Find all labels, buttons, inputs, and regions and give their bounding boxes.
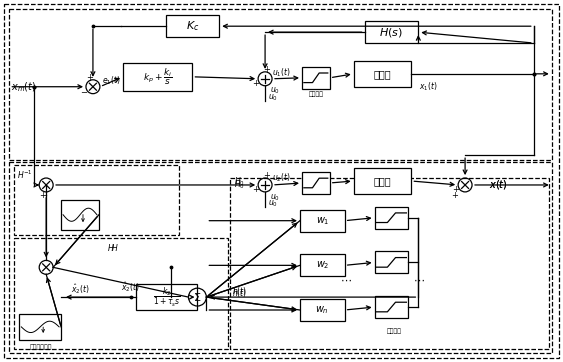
Bar: [374, 207, 408, 229]
Text: $H(s)$: $H(s)$: [379, 26, 404, 39]
Bar: [354, 61, 412, 87]
Text: $u_1(t)$: $u_1(t)$: [272, 67, 291, 79]
Text: $u_0$: $u_0$: [268, 199, 278, 209]
Text: $h(t)$: $h(t)$: [233, 285, 247, 297]
Bar: [365, 21, 418, 43]
Text: $k_p+\dfrac{k_i}{s}$: $k_p+\dfrac{k_i}{s}$: [143, 67, 172, 87]
Text: $+$: $+$: [452, 184, 460, 194]
Text: $x_1(t)$: $x_1(t)$: [419, 80, 438, 93]
Bar: [166, 15, 220, 37]
Text: 精平台: 精平台: [374, 176, 391, 186]
Text: $H^{-1}$: $H^{-1}$: [17, 169, 33, 181]
Text: 位移压迫模块: 位移压迫模块: [30, 344, 52, 350]
Text: $u_0$: $u_0$: [270, 85, 280, 96]
Bar: [302, 67, 330, 89]
Text: $x_m(t)$: $x_m(t)$: [11, 80, 37, 93]
Text: 闸调量子: 闸调量子: [387, 328, 402, 334]
Bar: [19, 314, 61, 340]
Bar: [14, 165, 178, 235]
Text: $u_0$: $u_0$: [268, 92, 278, 103]
Text: $-$: $-$: [80, 87, 88, 95]
Text: $u_2(t)$: $u_2(t)$: [272, 172, 291, 184]
Bar: [302, 172, 330, 194]
Text: $\hat{x}_2(t)$: $\hat{x}_2(t)$: [71, 282, 90, 296]
Text: $+$: $+$: [252, 184, 260, 194]
Bar: [300, 254, 345, 276]
Bar: [230, 178, 549, 349]
Text: $H$: $H$: [111, 242, 118, 253]
Text: $+$: $+$: [39, 190, 47, 200]
Bar: [300, 299, 345, 321]
Bar: [300, 210, 345, 232]
Text: $\cdots$: $\cdots$: [339, 274, 352, 284]
Text: $\Sigma$: $\Sigma$: [193, 291, 202, 303]
Bar: [123, 63, 193, 91]
Text: $K_c$: $K_c$: [186, 19, 199, 33]
Bar: [10, 162, 552, 353]
Text: $w_1$: $w_1$: [315, 215, 329, 227]
Text: $u_0$: $u_0$: [270, 193, 280, 203]
Text: $w_n$: $w_n$: [315, 304, 329, 316]
Bar: [374, 252, 408, 273]
Bar: [61, 200, 99, 230]
Text: $+$: $+$: [263, 64, 271, 74]
Text: $\cdots$: $\cdots$: [413, 274, 425, 284]
Text: $+$: $+$: [451, 190, 459, 200]
Text: 驱动模块: 驱动模块: [309, 92, 323, 97]
Bar: [374, 296, 408, 318]
Text: 粗平台: 粗平台: [374, 69, 391, 79]
Bar: [354, 168, 412, 194]
Text: $\hat{x}_2(t)$: $\hat{x}_2(t)$: [122, 280, 140, 294]
Text: $h(t)$: $h(t)$: [233, 287, 247, 299]
Text: $x(t)$: $x(t)$: [489, 178, 507, 191]
Text: $w_2$: $w_2$: [315, 260, 329, 271]
Text: $\dfrac{k_2}{1+\tau_s s}$: $\dfrac{k_2}{1+\tau_s s}$: [153, 285, 181, 309]
Bar: [14, 237, 228, 349]
Text: $+$: $+$: [263, 170, 271, 180]
Text: $x(t)$: $x(t)$: [489, 178, 507, 191]
Text: $+$: $+$: [252, 78, 260, 88]
Text: $H_0$: $H_0$: [234, 179, 245, 191]
Text: $+$: $+$: [86, 72, 94, 82]
Text: $H$: $H$: [107, 242, 115, 253]
Bar: [10, 9, 552, 160]
Text: $H_0$: $H_0$: [234, 176, 245, 188]
Text: $e_1(t)$: $e_1(t)$: [102, 75, 120, 87]
Bar: [136, 284, 198, 310]
